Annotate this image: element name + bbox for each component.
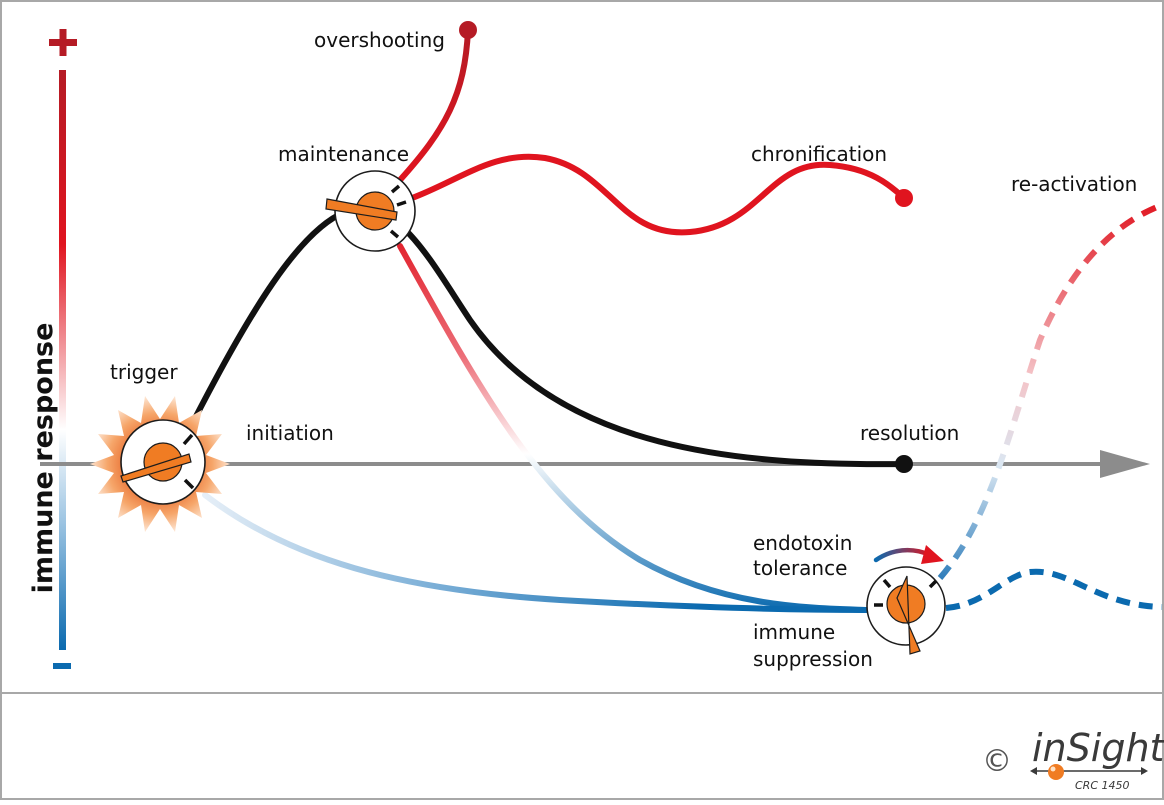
suppression-label: suppression	[753, 647, 873, 671]
resolution-endpoint	[895, 455, 913, 473]
tolerance-dial-icon	[866, 566, 946, 655]
copyright-symbol: ©	[982, 744, 1012, 779]
trigger-label: trigger	[110, 360, 178, 384]
overshooting-label: overshooting	[314, 28, 445, 52]
re-activation-curve	[937, 202, 1164, 580]
immune-label: immune	[753, 620, 835, 644]
maintenance-dial-icon	[325, 170, 416, 252]
logo-subtitle: CRC 1450	[1075, 779, 1130, 792]
resolution-curve	[185, 205, 907, 468]
tolerance-curve	[945, 568, 1163, 611]
logo-dot-icon	[1048, 764, 1064, 780]
time-axis-arrowhead	[1100, 450, 1150, 478]
tolerance-label: tolerance	[753, 556, 847, 580]
endotoxin-label: endotoxin	[753, 531, 852, 555]
minus-icon	[53, 663, 71, 669]
overshooting-curve	[397, 27, 471, 183]
re-activation-label: re-activation	[1011, 172, 1137, 196]
y-axis-label: immune response	[28, 323, 59, 594]
plus-icon	[49, 29, 77, 56]
initiation-label: initiation	[246, 421, 334, 445]
switch-arrow-icon	[873, 545, 944, 564]
y-axis-gradient-bar	[59, 70, 66, 650]
logo-text: inSight	[1032, 726, 1164, 770]
overshooting-endpoint	[459, 21, 477, 39]
chronification-endpoint	[895, 189, 913, 207]
chronification-label: chronification	[751, 142, 887, 166]
trigger-dial-icon	[120, 419, 206, 505]
resolution-label: resolution	[860, 421, 959, 445]
maintenance-label: maintenance	[278, 142, 409, 166]
insight-logo: inSight CRC 1450	[1030, 726, 1164, 792]
switch-to-suppression-curve	[397, 243, 869, 613]
chronification-curve	[409, 153, 907, 236]
immune-suppression-curve	[202, 492, 869, 613]
